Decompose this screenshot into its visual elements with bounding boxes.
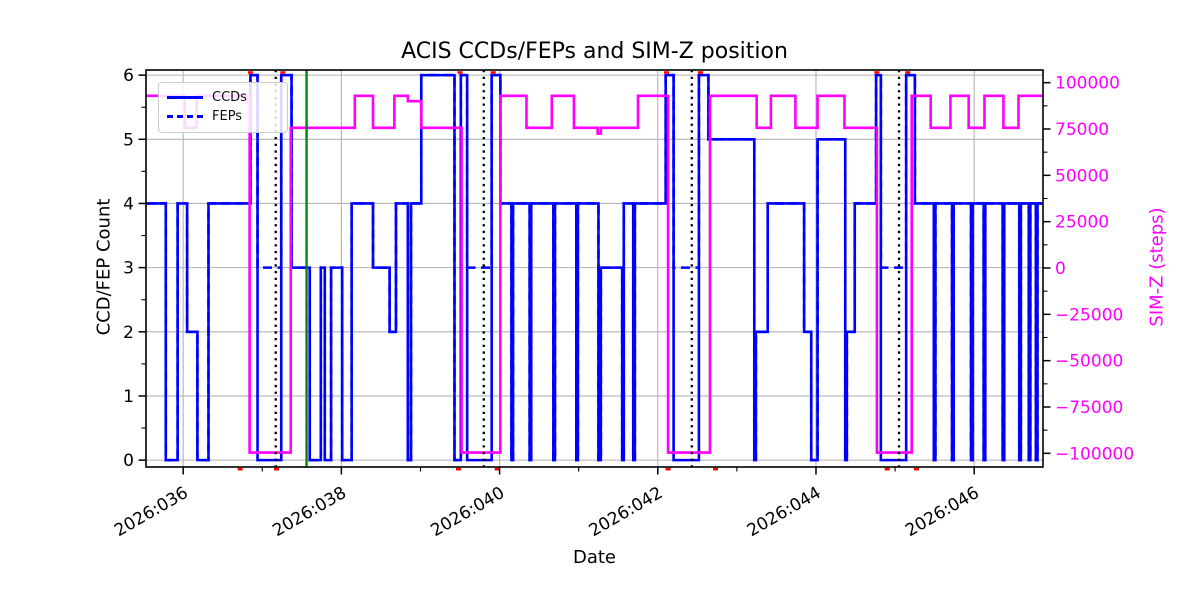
y-right-tick-label: −75000 <box>1055 398 1123 418</box>
y-right-tick-label: −100000 <box>1055 444 1134 464</box>
y-left-tick-label: 3 <box>123 259 134 279</box>
legend-label-ccds: CCDs <box>212 90 247 105</box>
y-right-tick-label: 50000 <box>1055 166 1109 186</box>
y-right-tick-label: 75000 <box>1055 120 1109 140</box>
x-tick-label: 2026:042 <box>586 483 667 541</box>
chart-title: ACIS CCDs/FEPs and SIM-Z position <box>401 39 788 64</box>
event-vlines <box>274 70 901 467</box>
data-series <box>146 73 1043 462</box>
y-left-tick-label: 0 <box>123 451 134 471</box>
legend-entry-feps: FEPs <box>167 107 277 126</box>
y-right-tick-label: −25000 <box>1055 305 1123 325</box>
series-sim-z <box>146 94 1043 454</box>
y-right-tick-label: −50000 <box>1055 352 1123 372</box>
series-feps <box>146 73 1043 462</box>
y-axis-left-label: CCD/FEP Count <box>93 198 115 336</box>
y-left-tick-label: 6 <box>123 66 134 86</box>
legend-label-feps: FEPs <box>212 109 243 124</box>
y-left-tick-label: 4 <box>123 194 134 214</box>
y-left-tick-label: 1 <box>123 387 134 407</box>
x-axis-label: Date <box>572 547 617 568</box>
x-tick-label: 2026:038 <box>269 483 350 541</box>
ccds-line-sample <box>167 96 203 99</box>
x-tick-label: 2026:036 <box>111 483 192 541</box>
y-left-tick-label: 2 <box>123 323 134 343</box>
y-right-tick-label: 25000 <box>1055 213 1109 233</box>
y-right-tick-label: 100000 <box>1055 74 1120 94</box>
feps-line-sample <box>167 115 203 118</box>
grid-lines <box>146 70 1043 467</box>
x-tick-label: 2026:046 <box>902 483 983 541</box>
legend-entry-ccds: CCDs <box>167 88 277 107</box>
x-tick-label: 2026:044 <box>744 483 825 541</box>
red-tick-markers <box>237 71 919 471</box>
y-left-tick-label: 5 <box>123 130 134 150</box>
y-axis-right-label: SIM-Z (steps) <box>1146 207 1168 327</box>
legend: CCDs FEPs <box>158 82 288 133</box>
y-right-tick-label: 0 <box>1055 259 1066 279</box>
x-tick-label: 2026:040 <box>428 483 509 541</box>
